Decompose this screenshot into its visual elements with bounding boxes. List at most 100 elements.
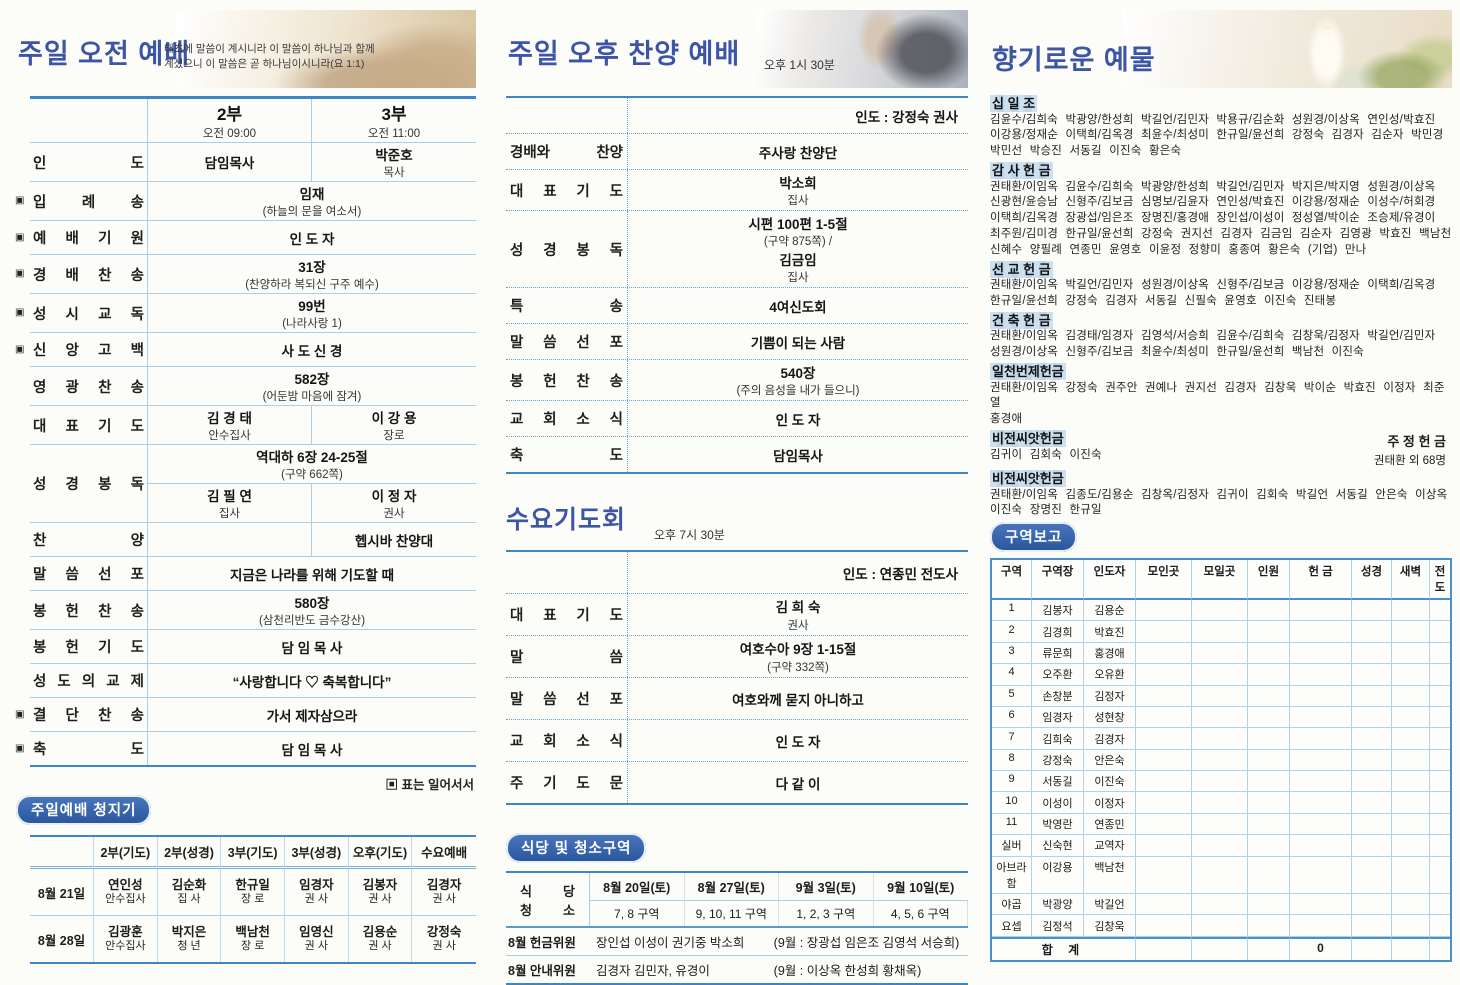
order-value-span: 담 임 목 사 (148, 630, 476, 663)
district-header-cell: 전도 (1430, 560, 1450, 601)
order-value: 여호와께 묻지 아니하고 (628, 678, 968, 719)
steward-role: 집 사 (177, 893, 201, 906)
district-cell (1192, 600, 1248, 622)
district-cell (1136, 685, 1192, 707)
offering-names-line: 박민선 박승진 서동길 이진숙 황은숙 (990, 145, 1182, 158)
order-value: 박소희 집사 (628, 170, 968, 210)
order-label-text: 말 씀 선 포 (510, 692, 623, 708)
cell-text: 목사 (383, 167, 405, 179)
district-cell (1248, 893, 1290, 916)
district-cell (1136, 642, 1192, 665)
standing-marker-icon: ▣ (15, 307, 25, 318)
district-cell (1352, 706, 1392, 729)
steward-role: 장 로 (241, 893, 265, 906)
district-cell (1192, 813, 1248, 836)
stewards-header-cell: 3부(기도) (221, 837, 285, 869)
district-cell (1430, 750, 1450, 772)
order-label: 예 배 기 원 (30, 221, 148, 254)
order-label: 대 표 기 도 (506, 170, 628, 210)
stewards-cell: 임영신 권 사 (285, 916, 349, 962)
stewards-date: 8월 28일 (37, 933, 86, 948)
order-value-span: 99번 (나라사랑 1) (148, 294, 476, 332)
steward-name: 김경자 (426, 877, 462, 892)
stewards-cell: 연인성 안수집사 (94, 869, 158, 916)
order-label-text: 특 송 (510, 299, 623, 315)
order-label: 봉 헌 기 도 (30, 630, 148, 663)
district-total-cell (1192, 936, 1248, 961)
stewards-header-cell: 오후(기도) (348, 837, 413, 869)
morning-header: 주일 오전 예배 태초에 말씀이 계시니라 이 말씀이 하나님과 함께 계셨으니… (16, 8, 476, 92)
morning-verse: 태초에 말씀이 계시니라 이 말씀이 하나님과 함께 계셨으니 이 말씀은 곧 … (164, 42, 375, 71)
cell-text: 집사 (218, 508, 241, 520)
order-label: 말 씀 선 포 (506, 678, 628, 719)
cell-text: 인 도 자 (289, 231, 335, 247)
district-header-cell: 헌 금 (1290, 560, 1352, 601)
order-value: 주사랑 찬양단 (628, 134, 968, 169)
order-label-text: 결 단 찬 송 (33, 708, 144, 724)
order-label: 축 도 (506, 437, 628, 472)
order-label-text: 대 표 기 도 (510, 183, 623, 200)
cell-text: 기쁨이 되는 사람 (750, 335, 846, 351)
standing-marker-icon: ▣ (15, 708, 25, 720)
district-cell (1290, 600, 1352, 622)
steward-name: 강정숙 (426, 924, 462, 939)
district-cell: 박효진 (1084, 621, 1136, 643)
cleaning-date-cell: 9월 10일(토) (873, 873, 968, 901)
order-value-2bu: 김 필 연 집사 (148, 484, 312, 522)
stewards-header-cell: 3부(성경) (285, 837, 349, 869)
district-cell (1392, 706, 1430, 729)
district-cell (1290, 642, 1352, 665)
cell-text: (구약 875쪽) / (763, 236, 833, 248)
district-cell (1392, 728, 1430, 750)
offering-names-line: 신광현/윤승남 신형주/김보금 심명보/김윤자 연인성/박효진 이강용/정재순 … (990, 196, 1436, 209)
order-value-span: 담 임 목 사 (148, 732, 476, 765)
district-cell (1430, 835, 1450, 857)
stewards-cell: 임경자 권 사 (285, 869, 349, 916)
cell-text: 다 같 이 (775, 776, 821, 792)
afternoon-header: 주일 오후 찬양 예배 오후 1시 30분 (506, 8, 968, 92)
order-row: 말 씀 선 포 기쁨이 되는 사람 (506, 324, 968, 360)
order-row: 특 송 4여신도회 (506, 288, 968, 324)
afternoon-panel: 주일 오후 찬양 예배 오후 1시 30분 인도 : 강정숙 권사 경배와 찬양 주… (506, 8, 968, 985)
district-cell: 3 (992, 642, 1032, 665)
district-cell (1430, 771, 1450, 793)
cell-text: (주의 음성을 내가 들으니) (736, 385, 860, 397)
cell-text: 가서 제자삼으라 (266, 708, 358, 724)
district-cell (1352, 664, 1392, 686)
district-cell (1136, 771, 1192, 793)
order-label-text: 성 도 의 교 제 (33, 674, 144, 690)
district-cell (1248, 915, 1290, 937)
district-cell: 신숙현 (1032, 835, 1084, 857)
order-row: 성 경 봉 독 역대하 6장 24-25절 (구약 662쪽) 김 필 연 집사 이 … (30, 445, 476, 523)
morning-worship-panel: 주일 오전 예배 태초에 말씀이 계시니라 이 말씀이 하나님과 함께 계셨으니… (15, 8, 476, 964)
offering-section: 비전씨앗헌금 김귀이 김회숙 이진숙 (990, 428, 1102, 463)
order-row: 찬 양 헵시바 찬양대 (30, 523, 476, 557)
cell-text: 담 임 목 사 (281, 742, 343, 758)
district-cell (1352, 771, 1392, 793)
district-badge: 구역보고 (990, 522, 1078, 553)
cell-text: 담임목사 (773, 448, 823, 464)
order-row: 예 배 기 원 인 도 자 ▣ (15, 221, 476, 255)
service-3bu-header: 3부 오전 11:00 (312, 99, 476, 142)
district-cell (1352, 813, 1392, 836)
district-cell (1290, 664, 1352, 686)
stewards-date: 8월 21일 (37, 886, 86, 901)
district-cell (1430, 728, 1450, 750)
district-cell: 이진숙 (1084, 771, 1136, 793)
standing-note: ▣ 표는 일어서서 (385, 778, 474, 792)
order-row: 입 례 송 임재 (하늘의 문을 여소서) ▣ (15, 182, 476, 221)
weekly-offering-title: 주 정 헌 금 (1387, 433, 1446, 449)
cell-text: 31장 (298, 260, 326, 275)
stewards-header-cell: 수요예배 (412, 837, 476, 869)
district-cell (1352, 685, 1392, 707)
order-label: 봉 헌 찬 송 (30, 591, 148, 629)
weekly-offering: 주 정 헌 금 권태환 외 68명 (1374, 428, 1452, 468)
cell-text: 장로 (383, 430, 405, 442)
order-label-text: 말 씀 선 포 (33, 567, 144, 583)
steward-name: 박지은 (171, 924, 207, 939)
steward-name: 김용순 (362, 924, 398, 939)
offering-section-title-text: 선 교 헌 금 (990, 260, 1053, 278)
offering-section-title: 비전씨앗헌금 (990, 429, 1066, 447)
steward-role: 장 로 (241, 940, 265, 953)
